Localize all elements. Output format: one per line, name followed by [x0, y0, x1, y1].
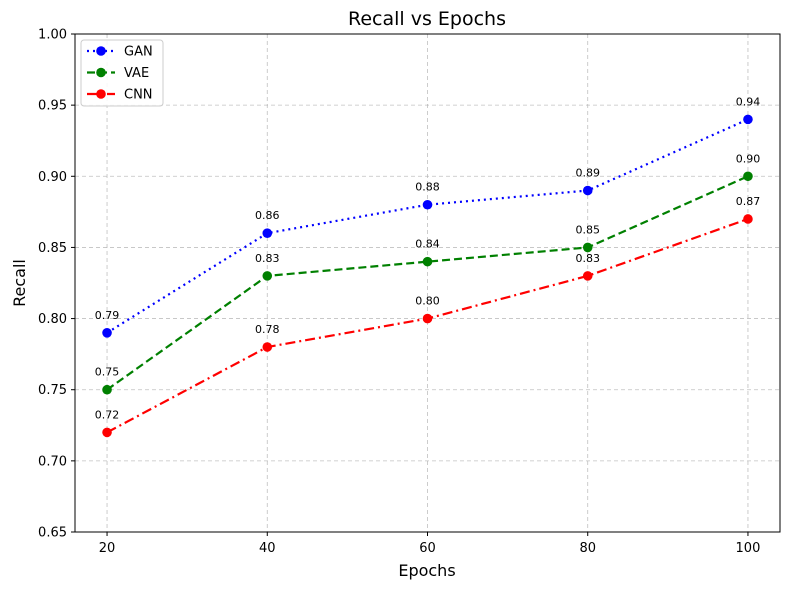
y-tick-label: 0.85	[38, 241, 67, 256]
data-labels: 0.79 0.86 0.88 0.89 0.94 0.75 0.83 0.84 0.85 0.90…	[95, 95, 760, 421]
data-point-cnn	[102, 427, 112, 438]
y-tick-label: 0.70	[38, 454, 67, 469]
x-tick-label: 20	[99, 541, 116, 556]
series-line-vae	[106, 175, 749, 391]
y-tick-label: 0.75	[38, 383, 67, 398]
data-label-gan: 0.79	[95, 309, 120, 322]
data-point-vae	[422, 256, 433, 267]
legend: GAN VAE CNN	[80, 39, 164, 107]
x-axis-title: Epochs	[398, 561, 455, 580]
data-label-gan: 0.89	[575, 167, 600, 180]
grid	[75, 33, 780, 533]
data-label-cnn: 0.80	[415, 295, 440, 308]
data-label-vae: 0.84	[415, 238, 440, 251]
data-point-gan	[743, 114, 753, 125]
x-tick-label: 100	[736, 541, 761, 556]
y-axis-ticks: 0.65 0.70 0.75 0.80 0.85 0.90 0.95 1.00	[38, 28, 75, 541]
data-label-gan: 0.94	[736, 95, 761, 108]
data-label-vae: 0.75	[95, 366, 120, 379]
legend-label-cnn: CNN	[124, 88, 153, 103]
x-tick-label: 80	[579, 541, 596, 556]
data-label-gan: 0.86	[255, 209, 280, 222]
y-tick-label: 0.90	[38, 170, 67, 185]
x-tick-label: 40	[259, 541, 276, 556]
y-tick-label: 1.00	[38, 28, 67, 43]
legend-marker-vae	[96, 67, 106, 78]
y-tick-label: 0.95	[38, 99, 67, 114]
data-point-gan	[422, 199, 433, 210]
legend-label-vae: VAE	[124, 66, 149, 81]
data-point-gan	[262, 228, 273, 238]
data-point-gan	[102, 328, 112, 338]
data-label-gan: 0.88	[415, 181, 440, 194]
data-point-cnn	[262, 342, 273, 352]
data-label-cnn: 0.87	[736, 195, 761, 208]
series-line-gan	[106, 118, 749, 334]
data-label-vae: 0.83	[255, 252, 280, 265]
legend-marker-cnn	[96, 89, 106, 99]
legend-marker-gan	[96, 46, 106, 56]
data-point-vae	[262, 271, 273, 281]
y-tick-label: 0.80	[38, 312, 67, 327]
y-axis-title: Recall	[10, 259, 29, 307]
data-label-cnn: 0.83	[575, 252, 600, 265]
data-label-cnn: 0.72	[95, 408, 120, 421]
y-tick-label: 0.65	[38, 526, 67, 541]
data-point-cnn	[743, 214, 753, 224]
legend-label-gan: GAN	[124, 45, 153, 60]
data-point-gan	[582, 185, 593, 196]
series-group	[102, 114, 753, 438]
x-axis-ticks: 20 40 60 80 100	[99, 532, 761, 556]
data-point-cnn	[422, 313, 433, 324]
chart-title: Recall vs Epochs	[348, 8, 506, 30]
data-point-vae	[102, 384, 112, 395]
x-tick-label: 60	[419, 541, 436, 556]
data-label-vae: 0.85	[575, 223, 600, 236]
data-point-vae	[582, 242, 593, 253]
data-label-cnn: 0.78	[255, 323, 280, 336]
data-label-vae: 0.90	[736, 152, 761, 165]
data-point-cnn	[582, 271, 593, 281]
data-point-vae	[743, 171, 753, 182]
